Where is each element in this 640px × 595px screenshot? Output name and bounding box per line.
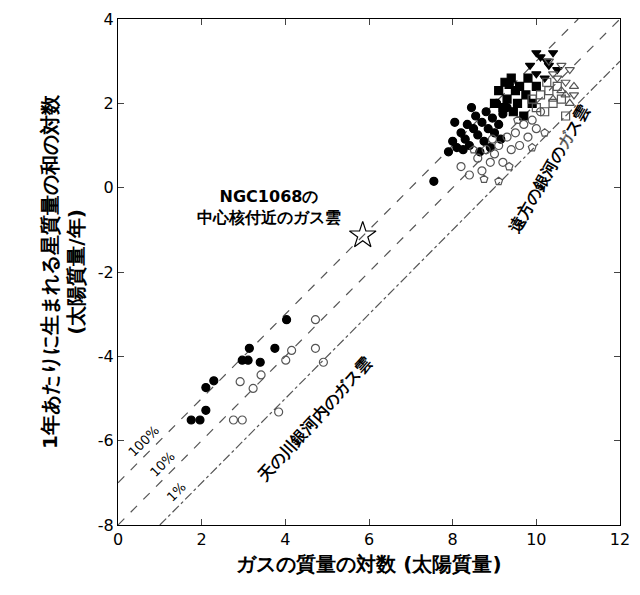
svg-text:ガスの質量の対数 (太陽質量): ガスの質量の対数 (太陽質量) bbox=[236, 552, 501, 576]
svg-text:NGC1068の中心核付近のガス雲: NGC1068の中心核付近のガス雲 bbox=[197, 187, 341, 227]
svg-text:1%: 1% bbox=[164, 479, 189, 504]
svg-text:-4: -4 bbox=[98, 347, 114, 366]
svg-text:12: 12 bbox=[610, 530, 630, 549]
svg-text:2: 2 bbox=[197, 530, 207, 549]
svg-text:-2: -2 bbox=[98, 263, 114, 282]
svg-text:4: 4 bbox=[280, 530, 290, 549]
svg-text:1年あたりに生まれる星質量の和の対数(太陽質量/年): 1年あたりに生まれる星質量の和の対数(太陽質量/年) bbox=[38, 94, 88, 449]
svg-text:4: 4 bbox=[104, 10, 114, 29]
svg-text:遠方の銀河のガス雲: 遠方の銀河のガス雲 bbox=[504, 101, 593, 236]
svg-text:6: 6 bbox=[364, 530, 374, 549]
svg-text:100%: 100% bbox=[125, 423, 162, 460]
svg-text:2: 2 bbox=[104, 94, 114, 113]
svg-text:-8: -8 bbox=[98, 516, 114, 535]
svg-text:-6: -6 bbox=[98, 431, 114, 450]
svg-text:10%: 10% bbox=[147, 449, 178, 480]
svg-text:天の川銀河内のガス雲: 天の川銀河内のガス雲 bbox=[254, 353, 376, 485]
svg-text:0: 0 bbox=[104, 178, 114, 197]
svg-text:10: 10 bbox=[526, 530, 546, 549]
svg-text:8: 8 bbox=[448, 530, 458, 549]
svg-text:0: 0 bbox=[113, 530, 123, 549]
